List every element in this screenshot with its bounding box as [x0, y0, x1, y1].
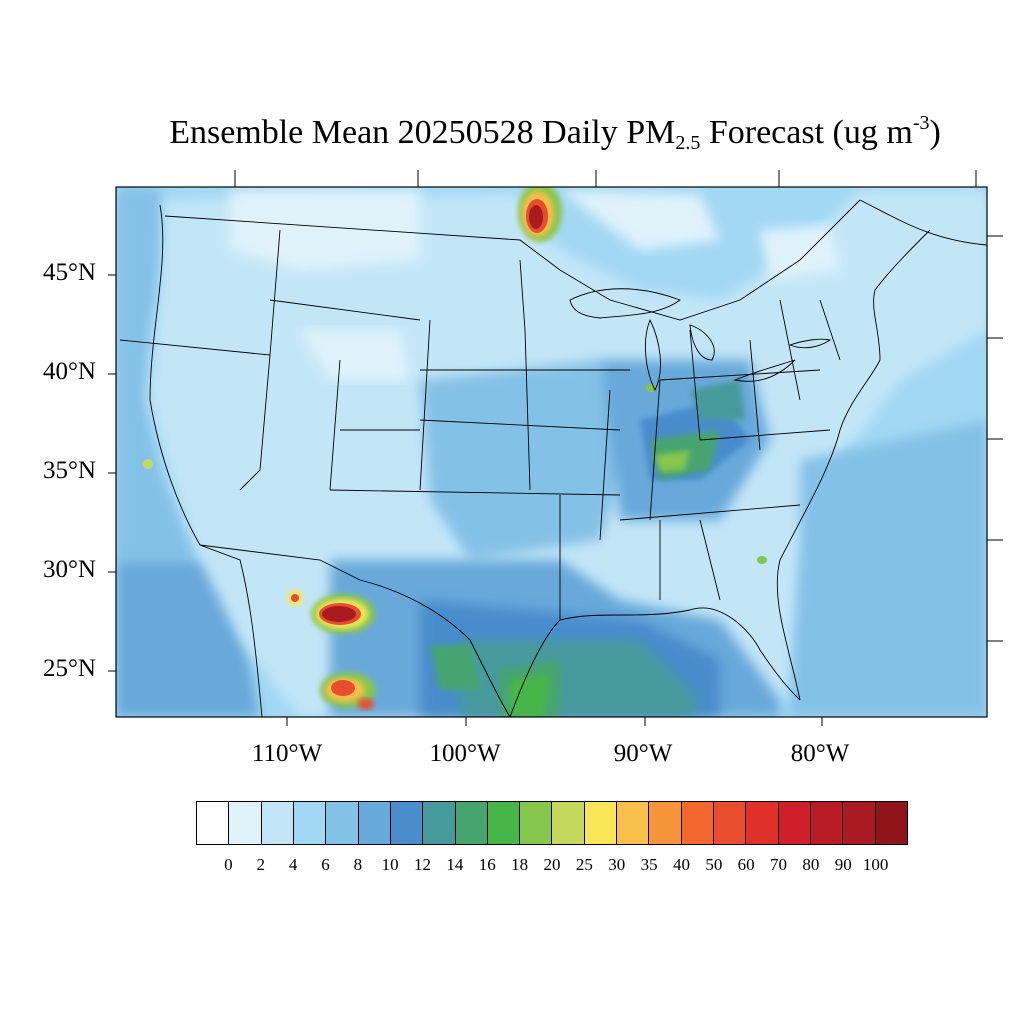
colorbar-labels: 0 2 4 6 8 10 12 14 16 18 20 25 30 35 40 50 60 70 80 90 100 — [196, 855, 908, 879]
colorbar-label: 8 — [353, 855, 363, 874]
colorbar-swatch — [229, 802, 262, 844]
colorbar-swatch — [423, 802, 456, 844]
colorbar-label: 6 — [321, 855, 330, 874]
colorbar-label: 4 — [288, 855, 298, 874]
colorbar-label: 50 — [705, 855, 723, 874]
colorbar-label: 0 — [224, 855, 233, 874]
colorbar-label: 10 — [381, 855, 399, 874]
lon-label-110w: 110°W — [251, 740, 323, 767]
chart-title: Ensemble Mean 20250528 Daily PM2.5 Forec… — [169, 112, 941, 154]
colorbar-label: 20 — [543, 855, 561, 874]
colorbar-label: 16 — [478, 855, 496, 874]
lon-label-80w: 80°W — [790, 740, 850, 767]
colorbar-swatch — [778, 802, 811, 844]
colorbar-swatch — [520, 802, 553, 844]
colorbar-swatch — [843, 802, 876, 844]
colorbar-swatch — [326, 802, 359, 844]
lat-label-40n: 40°N — [42, 358, 96, 385]
colorbar-swatch — [455, 802, 488, 844]
axis-ticks — [108, 170, 1003, 726]
colorbar-label: 70 — [770, 855, 788, 874]
colorbar-swatch — [197, 802, 230, 844]
colorbar-label: 40 — [672, 855, 690, 874]
colorbar-swatch — [617, 802, 650, 844]
lon-label-100w: 100°W — [429, 740, 501, 767]
lon-label-90w: 90°W — [613, 740, 673, 767]
map-frame — [115, 186, 988, 718]
colorbar-label: 25 — [575, 855, 593, 874]
lat-label-25n: 25°N — [42, 655, 96, 682]
colorbar-label: 30 — [608, 855, 626, 874]
colorbar-label: 100 — [862, 855, 889, 874]
great-lakes — [569, 288, 832, 392]
colorbar-swatch — [293, 802, 327, 844]
colorbar-swatch — [714, 802, 747, 844]
colorbar-swatch — [649, 802, 682, 844]
colorbar-swatch — [584, 802, 618, 844]
colorbar-swatch — [681, 802, 714, 844]
colorbar-label: 14 — [446, 855, 464, 874]
concentration-field — [116, 187, 987, 717]
colorbar-swatch — [358, 802, 391, 844]
colorbar-label: 80 — [802, 855, 820, 874]
colorbar-swatch — [487, 802, 521, 844]
colorbar-swatch — [552, 802, 585, 844]
colorbar-swatch — [390, 802, 424, 844]
colorbar-label: 60 — [737, 855, 755, 874]
lat-label-45n: 45°N — [42, 259, 96, 286]
colorbar-label: 35 — [640, 855, 658, 874]
colorbar-label: 2 — [256, 855, 265, 874]
colorbar-label: 90 — [834, 855, 852, 874]
colorbar-swatch — [746, 802, 779, 844]
lat-label-35n: 35°N — [42, 457, 96, 484]
colorbar-label: 12 — [414, 855, 432, 874]
colorbar-swatch — [261, 802, 294, 844]
lat-label-30n: 30°N — [42, 556, 96, 583]
state-boundaries — [119, 199, 987, 717]
colorbar-swatch — [875, 802, 907, 844]
colorbar-swatch — [810, 802, 844, 844]
colorbar — [196, 801, 908, 845]
colorbar-label: 18 — [511, 855, 529, 874]
